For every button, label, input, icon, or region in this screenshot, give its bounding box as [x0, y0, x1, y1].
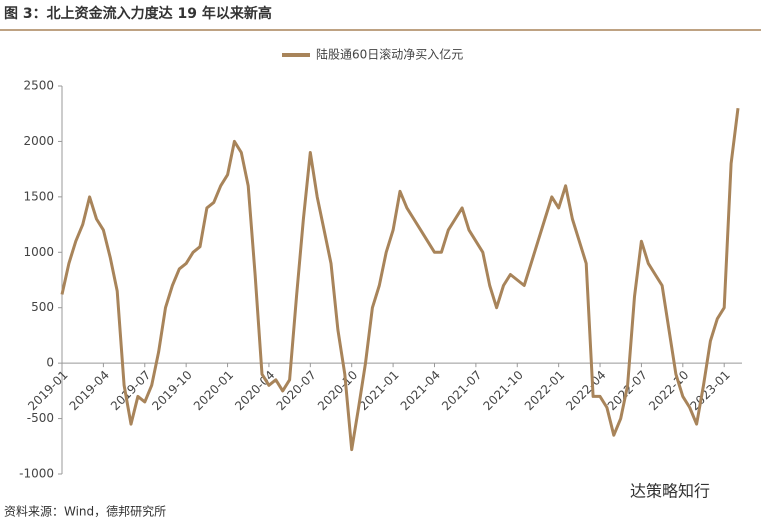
x-tick-label: 2021-10 — [481, 368, 526, 413]
y-tick-label: 1500 — [23, 189, 54, 203]
x-tick-label: 2019-04 — [67, 368, 112, 413]
x-tick-label: 2020-04 — [232, 368, 277, 413]
legend-label: 陆股通60日滚动净买入亿元 — [316, 47, 463, 62]
line — [60, 108, 740, 452]
y-tick-label: 2000 — [23, 134, 54, 148]
x-tick-label: 2019-10 — [149, 368, 194, 413]
y-tick-label: 2500 — [23, 79, 54, 93]
x-tick-label: 2022-04 — [563, 368, 608, 413]
x-tick-label: 2021-07 — [439, 368, 484, 413]
y-tick-label: 1000 — [23, 245, 54, 259]
x-tick-label: 2020-07 — [274, 368, 319, 413]
watermark: 达策略知行 — [630, 482, 710, 501]
y-tick-label: 0 — [46, 356, 54, 370]
chart-title: 图 3：北上资金流入力度达 19 年以来新高 — [4, 5, 272, 22]
x-tick-label: 2020-10 — [315, 368, 360, 413]
x-tick-label: 2020-01 — [191, 368, 236, 413]
y-tick-label: 500 — [31, 300, 54, 314]
x-tick-label: 2019-07 — [108, 368, 153, 413]
x-tick-label: 2021-04 — [398, 368, 443, 413]
x-tick-label: 2023-01 — [687, 368, 732, 413]
x-tick-label: 2019-01 — [25, 368, 70, 413]
x-tick-label: 2022-01 — [522, 368, 567, 413]
y-tick-label: -1000 — [19, 467, 54, 481]
x-tick-label: 2022-10 — [646, 368, 691, 413]
source: 资料来源：Wind，德邦研究所 — [4, 504, 166, 519]
y-tick-label: -500 — [27, 411, 54, 425]
